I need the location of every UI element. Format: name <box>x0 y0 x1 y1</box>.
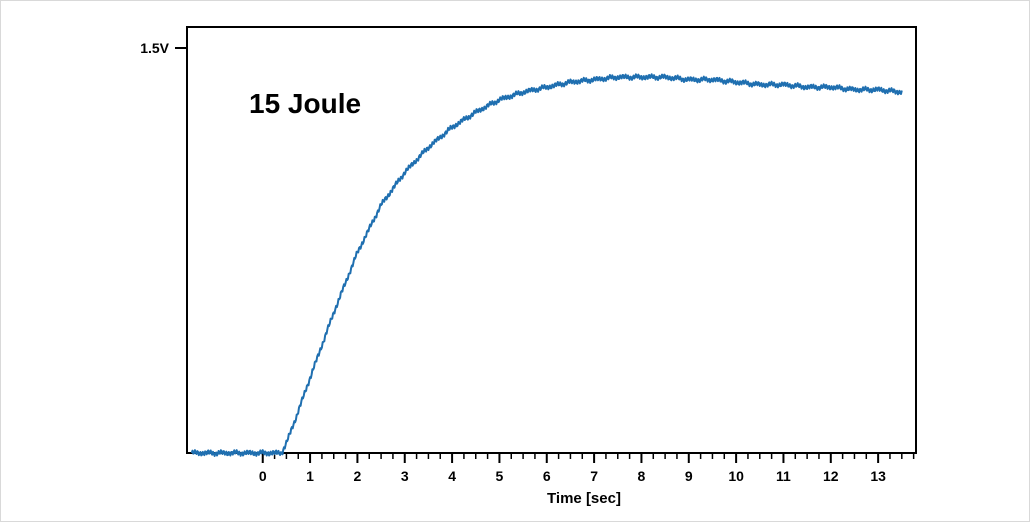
x-tick-label: 0 <box>259 468 267 484</box>
x-tick-label: 2 <box>354 468 362 484</box>
x-tick-label: 3 <box>401 468 409 484</box>
x-tick-label: 9 <box>685 468 693 484</box>
x-tick-label: 11 <box>776 468 791 484</box>
x-tick-label: 1 <box>306 468 314 484</box>
x-tick-label: 6 <box>543 468 551 484</box>
x-tick-labels: 0 1 2 3 4 5 6 7 8 9 10 11 12 13 <box>259 468 886 484</box>
plot-area <box>186 26 917 454</box>
x-minor-ticks <box>273 453 915 459</box>
x-tick-label: 4 <box>448 468 456 484</box>
y-tick-label: 1.5V <box>140 40 169 56</box>
x-tick-label: 10 <box>728 468 744 484</box>
x-tick-label: 13 <box>870 468 886 484</box>
x-tick-label: 12 <box>823 468 839 484</box>
x-tick-label: 5 <box>496 468 504 484</box>
x-tick-label: 8 <box>638 468 646 484</box>
x-tick-label: 7 <box>590 468 598 484</box>
x-major-ticks <box>261 453 880 463</box>
x-axis-label: Time [sec] <box>547 490 621 507</box>
series-line <box>190 73 903 457</box>
annotation: 15 Joule <box>249 88 361 119</box>
